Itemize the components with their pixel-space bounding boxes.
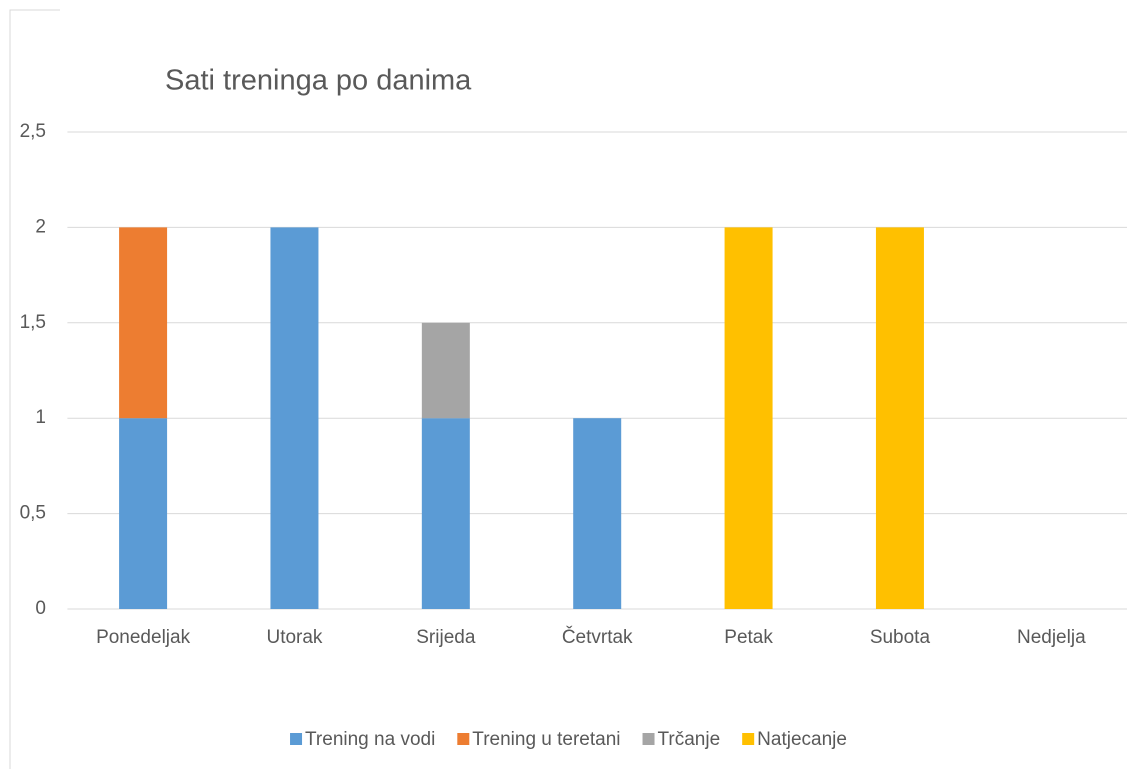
bar-segment bbox=[875, 227, 924, 609]
legend-swatch bbox=[457, 733, 470, 745]
x-tick-label: Utorak bbox=[266, 627, 322, 648]
bar-segment bbox=[270, 227, 319, 609]
x-tick-label: Ponedeljak bbox=[96, 627, 191, 648]
bar-segment bbox=[724, 227, 773, 609]
legend-label: Trčanje bbox=[658, 729, 721, 750]
legend-label: Trening u teretani bbox=[472, 729, 620, 750]
x-tick-label: Četvrtak bbox=[562, 626, 633, 648]
bar-segment bbox=[119, 418, 168, 609]
legend-swatch bbox=[742, 733, 755, 745]
bar-segment bbox=[421, 322, 470, 419]
legend-swatch bbox=[642, 733, 655, 745]
legend-label: Natjecanje bbox=[757, 729, 847, 750]
x-tick-label: Subota bbox=[870, 627, 931, 648]
legend-label: Trening na vodi bbox=[305, 729, 435, 750]
y-tick-label: 1 bbox=[35, 407, 46, 428]
bar-segment bbox=[421, 418, 470, 609]
x-tick-label: Petak bbox=[724, 627, 773, 648]
y-tick-label: 1,5 bbox=[20, 312, 46, 333]
bar-segment bbox=[119, 227, 168, 419]
x-tick-label: Srijeda bbox=[416, 627, 476, 648]
chart-border bbox=[9, 9, 60, 769]
y-tick-label: 0,5 bbox=[20, 503, 46, 524]
chart-title: Sati treninga po danima bbox=[165, 65, 472, 97]
y-tick-label: 0 bbox=[35, 598, 46, 619]
y-tick-label: 2 bbox=[35, 216, 46, 237]
y-tick-label: 2,5 bbox=[20, 121, 46, 142]
legend-swatch bbox=[290, 733, 303, 745]
x-tick-label: Nedjelja bbox=[1017, 627, 1086, 648]
bar-segment bbox=[573, 418, 622, 609]
